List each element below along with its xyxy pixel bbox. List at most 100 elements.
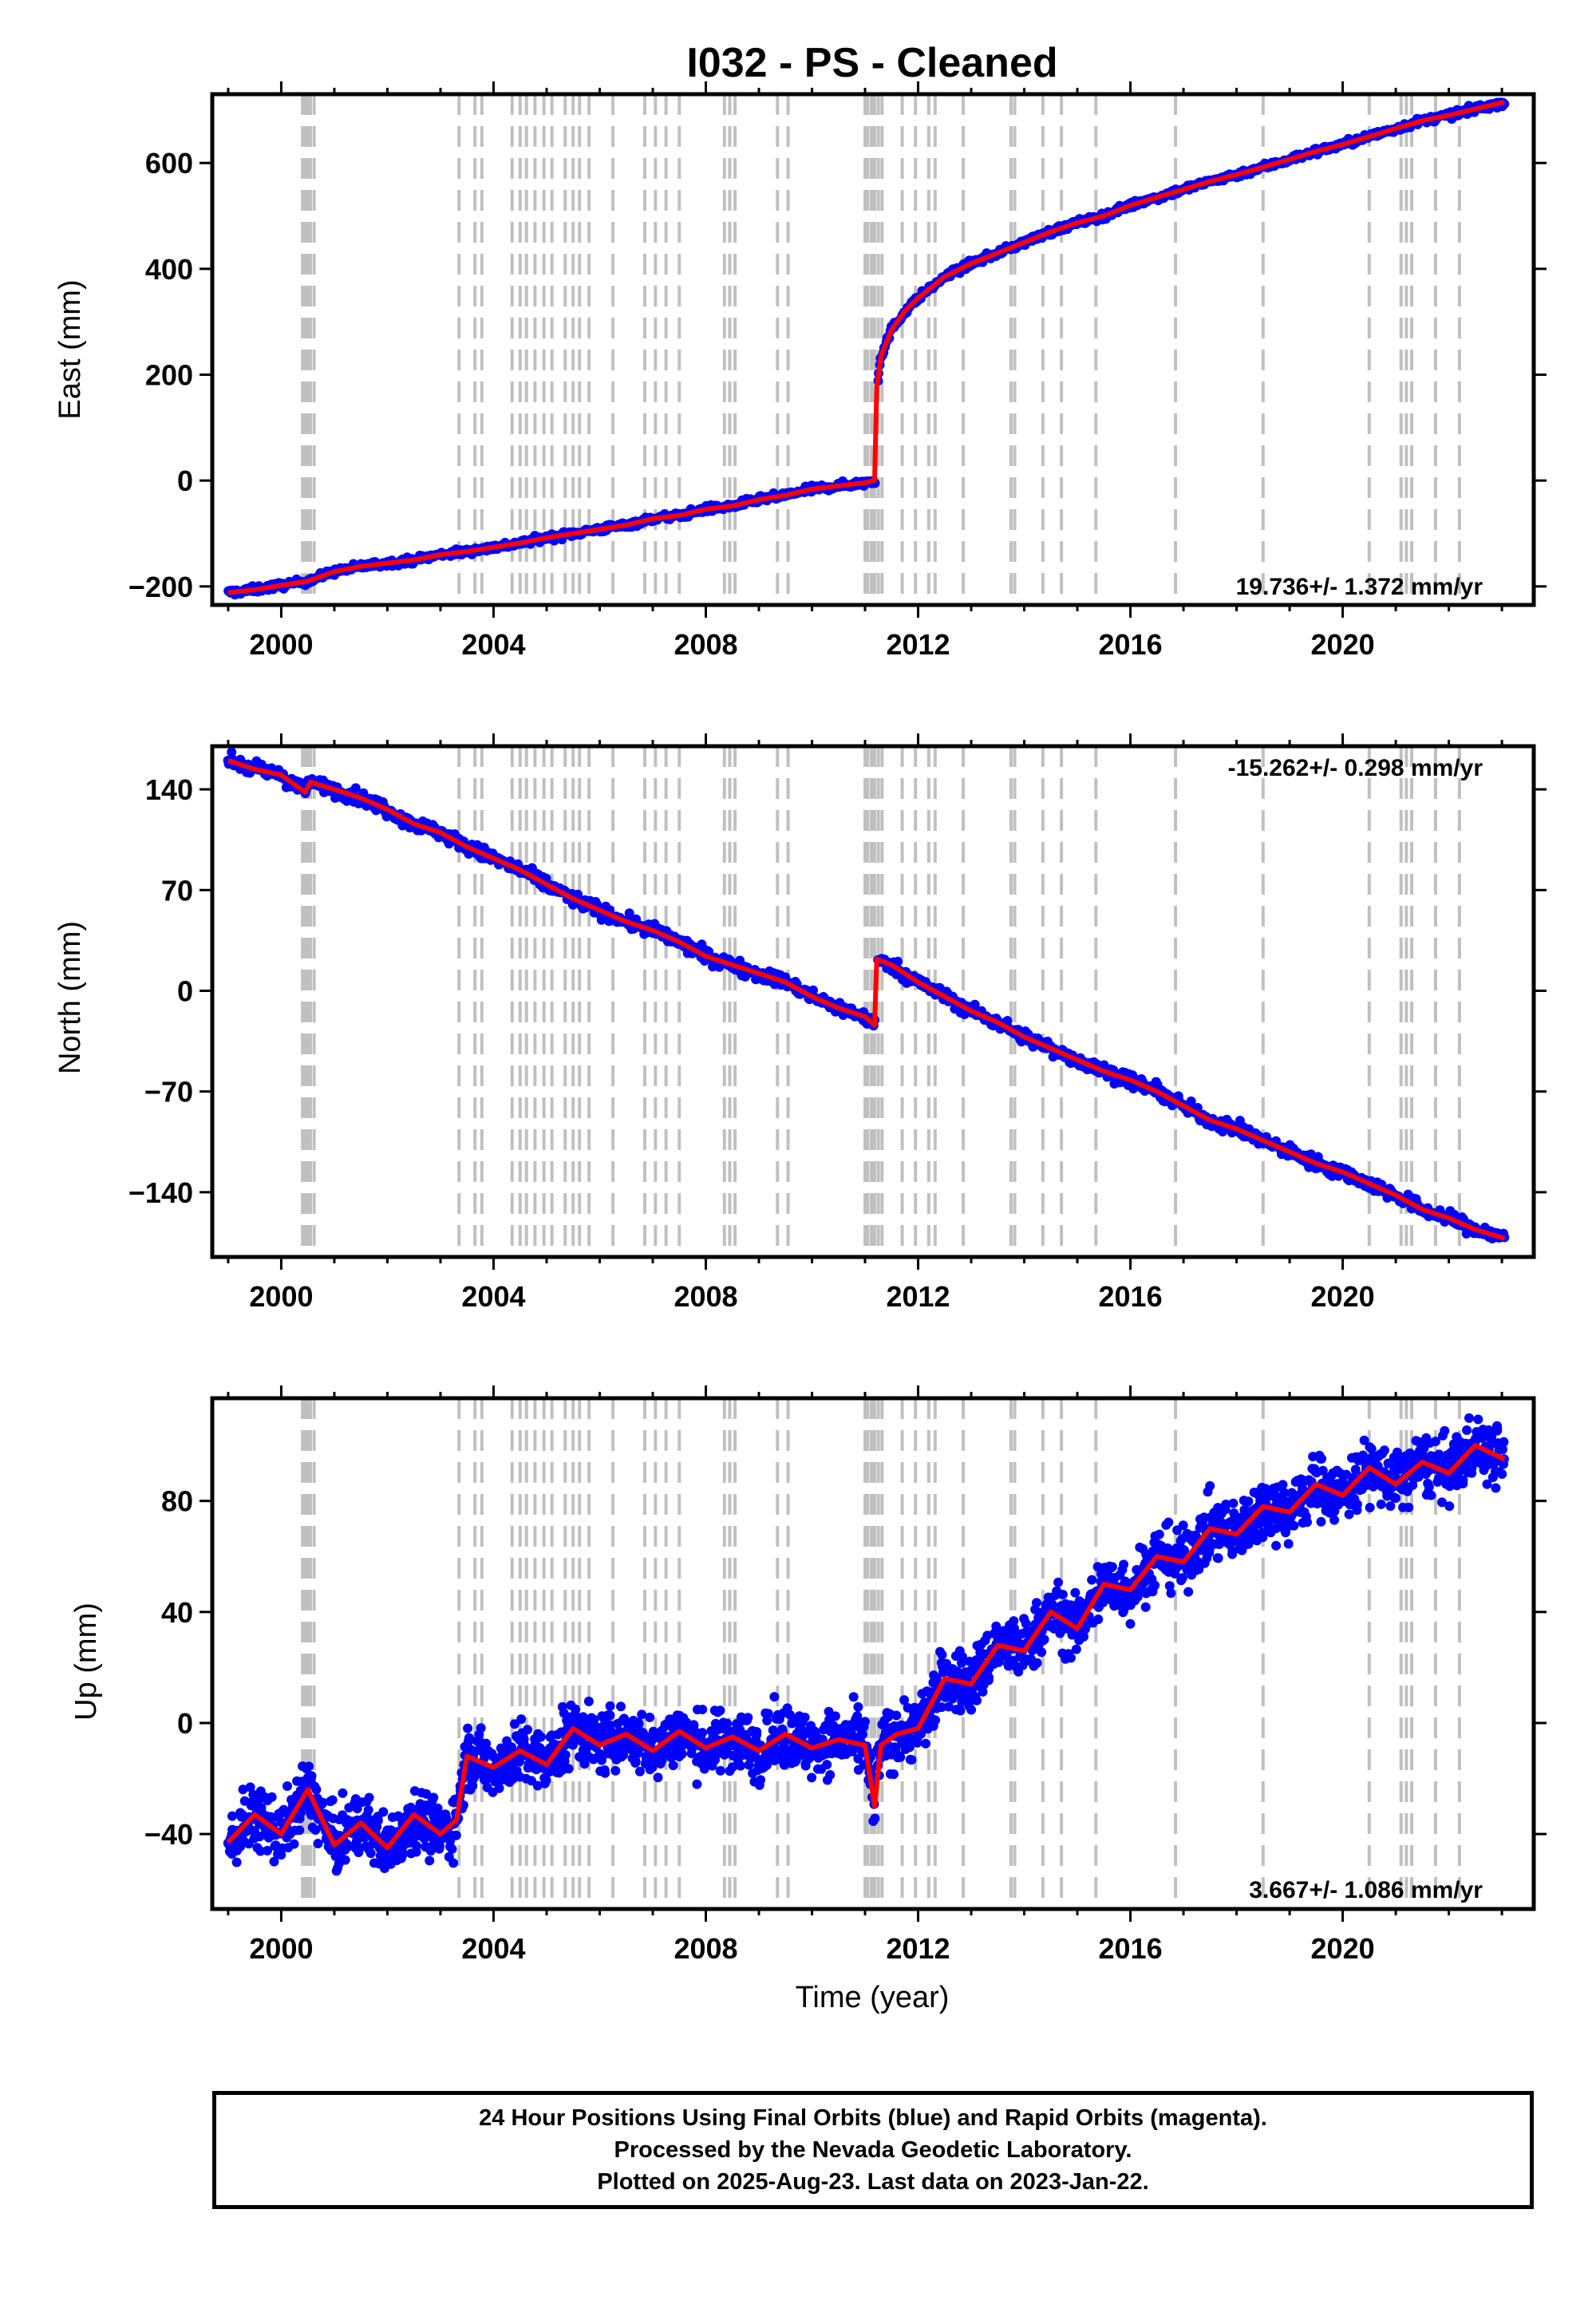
position-point [1243,1496,1254,1507]
x-tick-label: 2008 [674,1280,737,1313]
position-point [1087,1575,1097,1585]
position-point [463,1723,473,1733]
up-panel: Up (mm) 3.667+/- 1.086 mm/yr Time (year)… [69,1385,1547,2014]
position-point [318,1797,328,1808]
position-point [1289,1520,1299,1531]
east-rate-label: 19.736+/- 1.372 mm/yr [1236,574,1483,600]
position-point [1365,1503,1375,1512]
position-point [984,1673,994,1682]
x-tick-label: 2016 [1099,1280,1163,1313]
x-tick-label: 2012 [886,628,950,661]
position-point [578,1712,588,1722]
position-point [1039,1634,1049,1645]
position-point [668,1761,678,1771]
position-point [1344,1509,1354,1520]
position-point [267,1792,277,1802]
position-point [468,1780,478,1791]
east-model-fit-line [227,99,1506,595]
position-point [937,1702,946,1713]
position-point [306,1771,317,1781]
position-point [1194,1564,1204,1575]
position-point [238,1784,248,1795]
position-point [269,1856,279,1867]
position-point [378,1807,389,1817]
position-point [1140,1602,1151,1612]
position-point [645,1712,655,1722]
position-point [1178,1520,1188,1531]
position-point [282,1781,292,1791]
position-point [1183,1587,1194,1597]
position-point [605,1701,615,1711]
position-point [630,1757,641,1768]
x-tick-label: 2020 [1311,1280,1375,1313]
position-point [1150,1580,1160,1591]
event-lines [301,746,1461,1257]
position-point [1317,1465,1328,1476]
y-tick-label: 70 [161,874,193,907]
position-point [263,1845,272,1856]
position-point [1228,1498,1238,1508]
position-point [1260,1484,1270,1494]
y-tick-label: 0 [177,974,193,1007]
position-point [1166,1588,1176,1599]
position-point [421,1788,432,1799]
position-point [807,1773,817,1783]
position-point [350,783,361,793]
position-point [411,1847,421,1857]
north-model-fit-line [227,758,1506,1241]
position-point [1199,1512,1209,1523]
position-point [597,1755,606,1765]
east-ylabel: East (mm) [53,279,87,419]
y-tick-label: 0 [177,464,193,497]
position-point [434,1844,444,1854]
position-point [1204,1544,1215,1555]
position-point [363,1805,373,1815]
x-tick-label: 2012 [886,1280,950,1313]
position-point [1385,1501,1396,1512]
position-point [494,1783,504,1793]
position-point [1163,1517,1174,1528]
position-point [563,1764,574,1774]
position-point [727,1762,737,1773]
position-point [1265,1491,1275,1501]
position-point [970,999,980,1010]
position-point [852,1711,863,1721]
position-point [624,908,634,919]
position-point [752,1729,761,1740]
position-point [697,1728,708,1738]
position-point [1352,1500,1362,1510]
position-point [1302,1517,1312,1528]
position-point [541,1775,551,1785]
position-point [955,1705,966,1716]
east-panel: East (mm) 19.736+/- 1.372 mm/yr 2000 2004… [53,81,1547,661]
position-point [825,1770,836,1780]
position-point [600,1768,610,1778]
position-point [1186,1096,1196,1106]
position-point [523,1725,533,1735]
position-point [722,1718,733,1729]
position-point [605,1720,614,1730]
position-point [618,1750,628,1761]
position-point [509,1719,519,1729]
position-point [583,1696,594,1706]
position-point [310,1825,321,1835]
position-point [966,1705,977,1715]
position-point [1119,1559,1129,1570]
position-point [1317,1453,1327,1464]
position-point [895,1752,906,1762]
position-point [1154,1529,1164,1539]
position-point [1243,1539,1254,1549]
position-point [1376,1499,1386,1509]
position-point [891,1710,902,1721]
position-point [1239,1504,1250,1515]
position-point [744,1760,754,1770]
position-point [245,1782,255,1792]
north-rate-label: -15.262+/- 0.298 mm/yr [1228,755,1483,781]
x-tick-label: 2004 [461,1280,525,1313]
position-point [1164,1581,1175,1591]
position-point [1316,1516,1326,1527]
position-point [921,1738,931,1749]
position-point [1279,1488,1290,1498]
position-point [610,1765,621,1776]
